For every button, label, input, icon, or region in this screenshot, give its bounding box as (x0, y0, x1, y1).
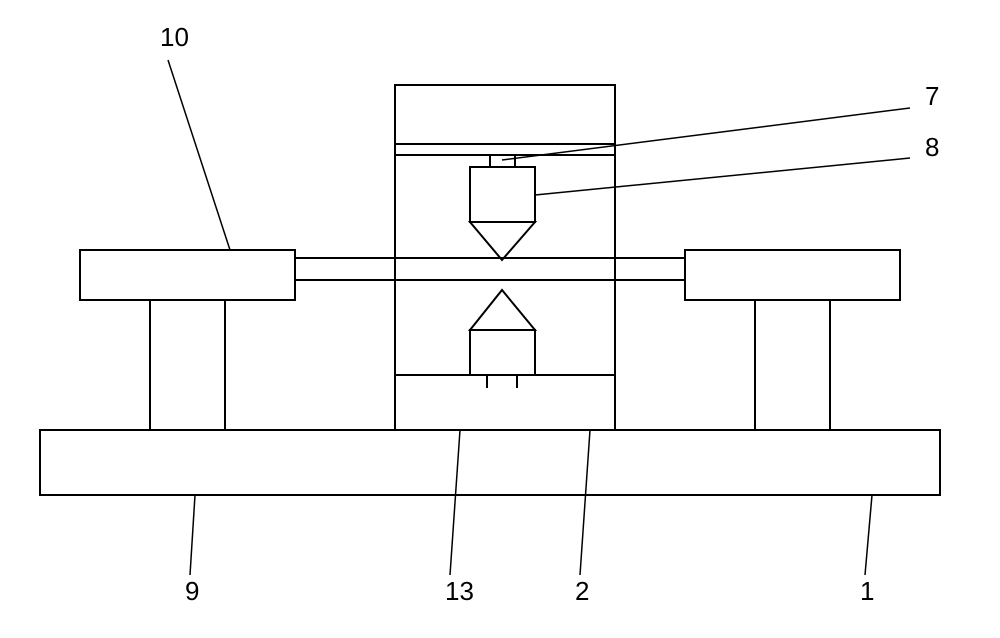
leader-n1 (865, 495, 872, 575)
leader-n7 (502, 108, 910, 160)
base-plate (40, 430, 940, 495)
left-spool (80, 250, 295, 300)
leader-n10 (168, 60, 230, 250)
label-n9: 9 (185, 576, 199, 606)
label-n1: 1 (860, 576, 874, 606)
left-post (150, 300, 225, 430)
upper-stub (490, 155, 515, 167)
upper-tip (470, 222, 535, 260)
label-n8: 8 (925, 132, 939, 162)
label-n7: 7 (925, 81, 939, 111)
leader-n2 (580, 430, 590, 575)
leader-n9 (190, 495, 195, 575)
lower-body (470, 330, 535, 375)
leader-n8 (535, 158, 910, 195)
label-n13: 13 (445, 576, 474, 606)
upper-body (470, 167, 535, 222)
lower-tip (470, 290, 535, 330)
right-post (755, 300, 830, 430)
right-spool (685, 250, 900, 300)
technical-diagram: 10 7 8 9 13 2 1 (0, 0, 1000, 638)
label-n2: 2 (575, 576, 589, 606)
leader-n13 (450, 430, 460, 575)
label-n10: 10 (160, 22, 189, 52)
